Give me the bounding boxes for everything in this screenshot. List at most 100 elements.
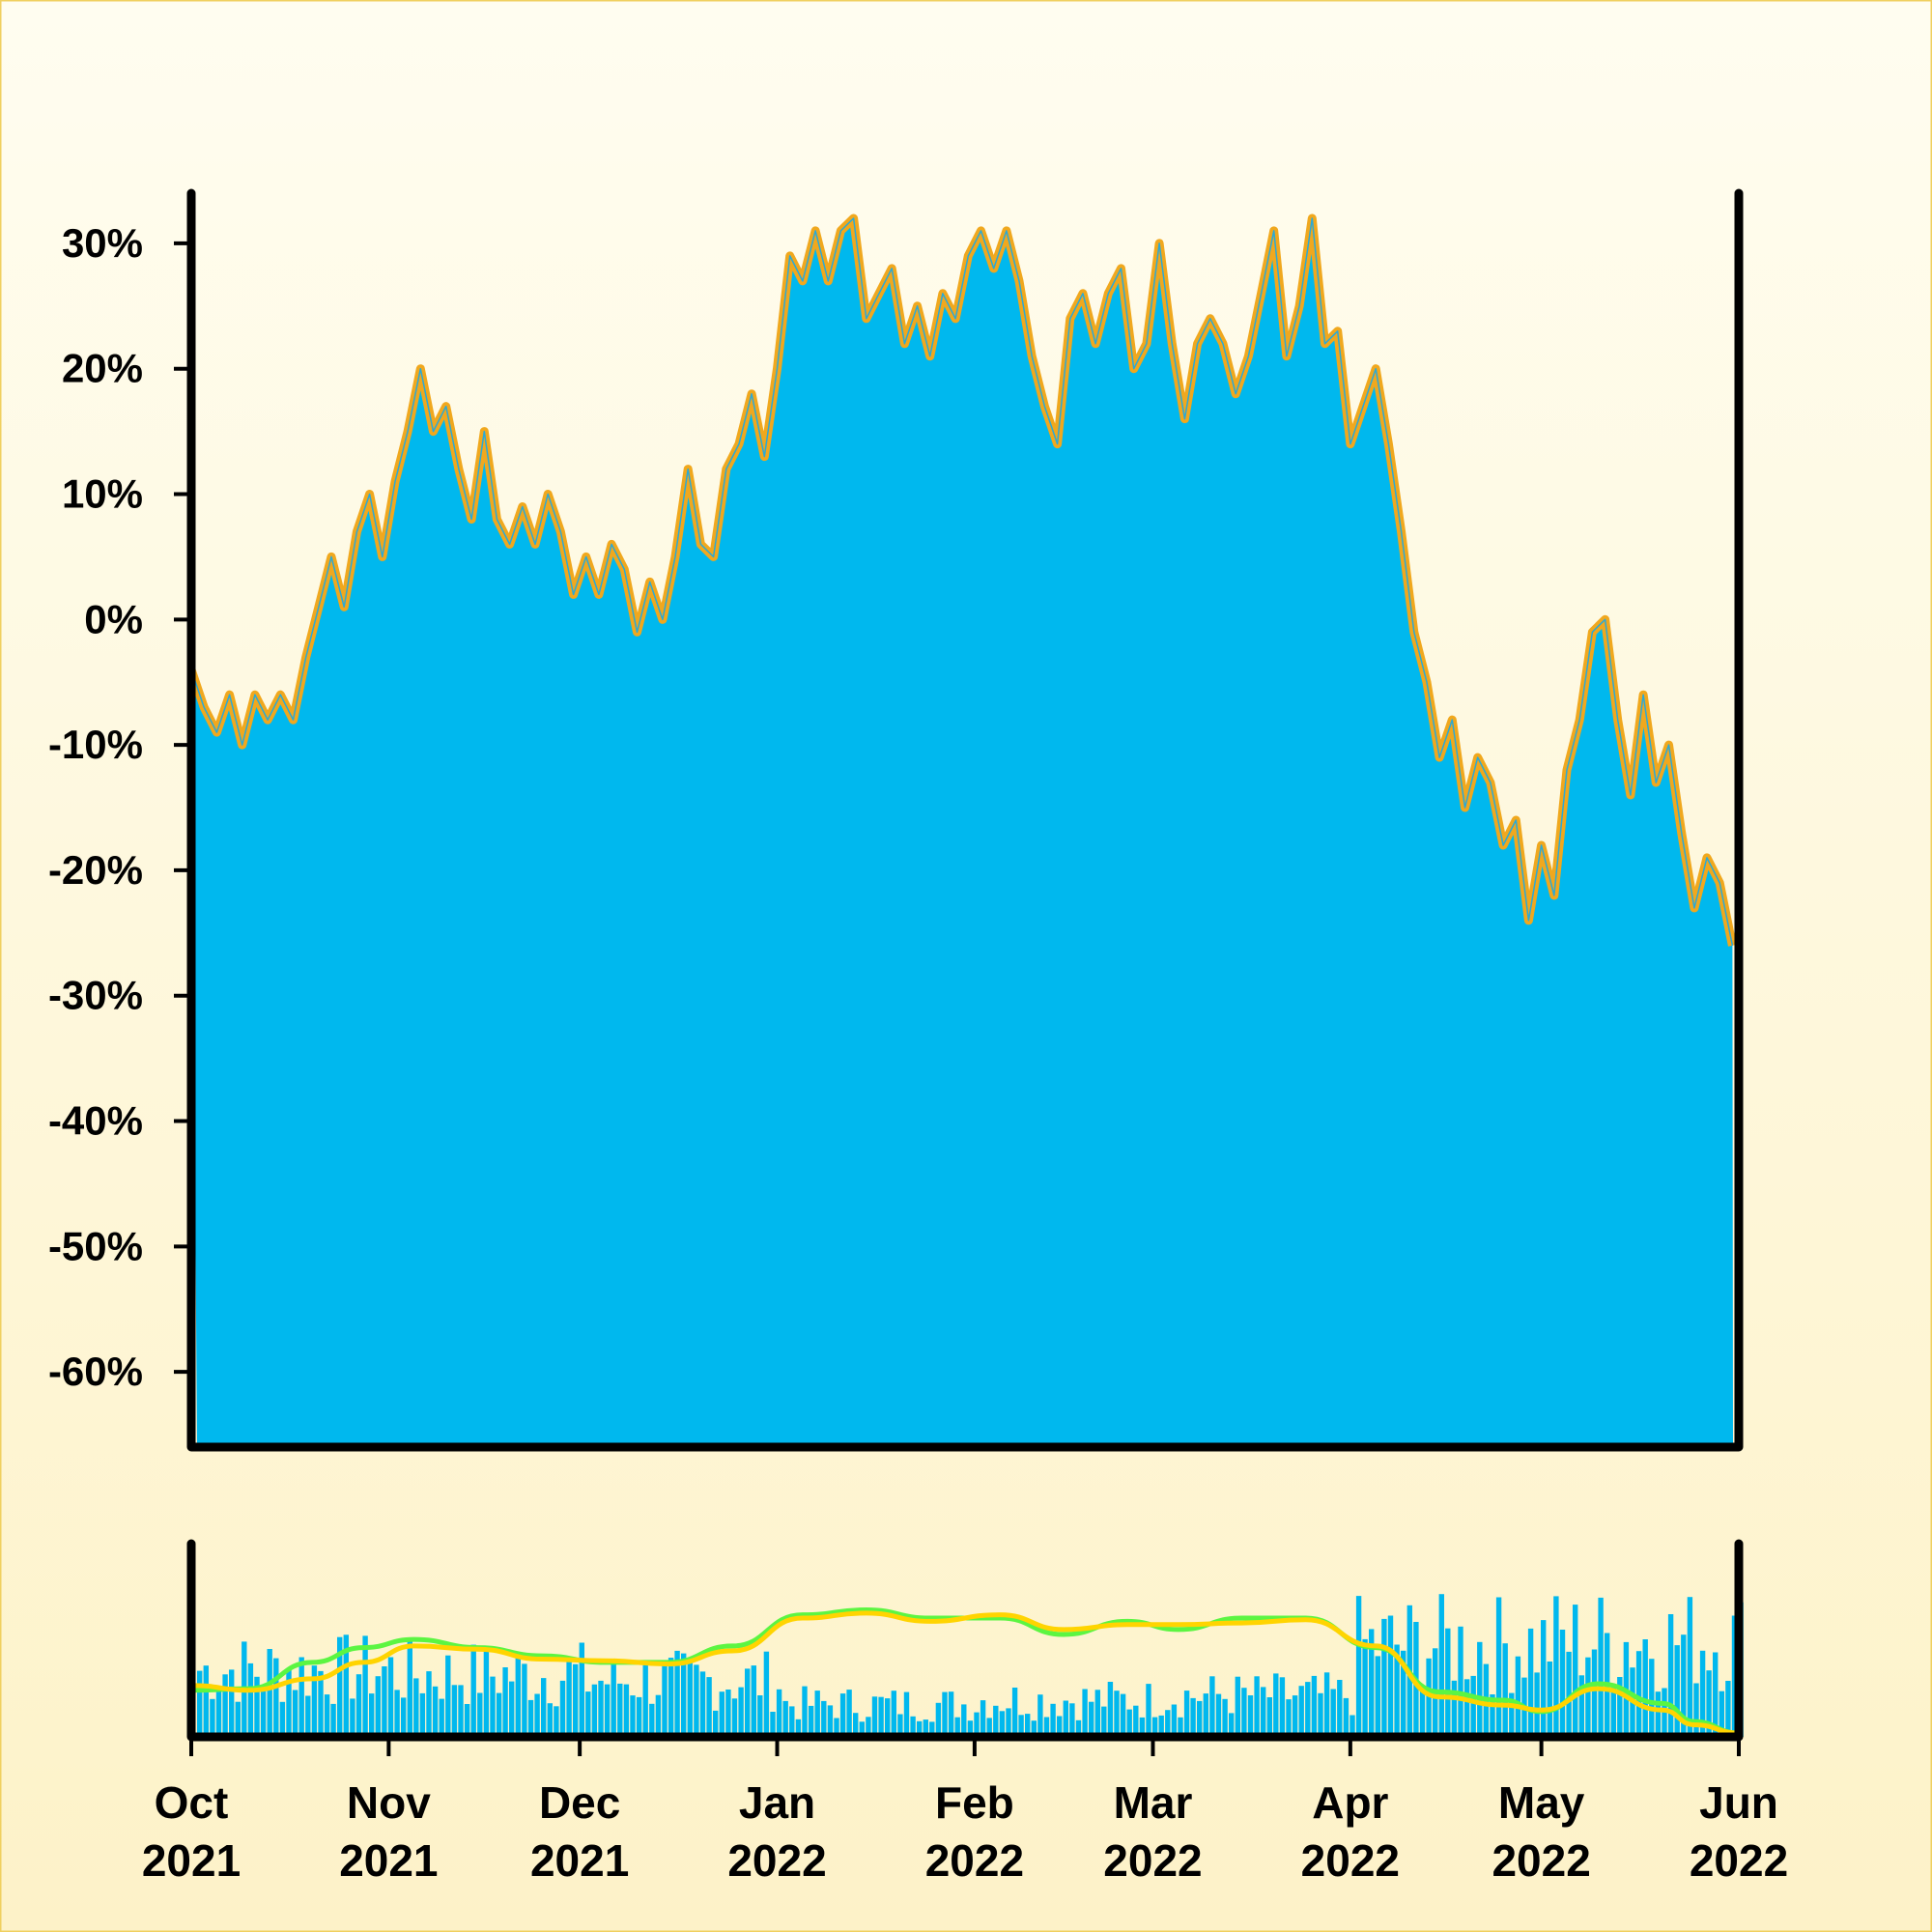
volume-bar [623, 1684, 630, 1737]
volume-bar [1438, 1594, 1444, 1737]
volume-bar [197, 1670, 203, 1737]
x-tick-month: Mar [1114, 1777, 1193, 1828]
volume-bar [1381, 1618, 1387, 1737]
volume-bar [763, 1651, 770, 1737]
volume-bar [1126, 1709, 1132, 1737]
volume-bar [382, 1666, 387, 1737]
volume-bar [464, 1704, 470, 1737]
volume-bar [394, 1690, 400, 1737]
volume-bar [1133, 1705, 1139, 1737]
volume-bar [451, 1685, 458, 1737]
volume-bar [649, 1703, 655, 1737]
volume-bar [1037, 1694, 1043, 1737]
volume-bar [490, 1676, 496, 1737]
volume-bar [795, 1719, 802, 1737]
volume-bar [1502, 1643, 1508, 1737]
volume-bar [699, 1671, 706, 1737]
volume-bar [745, 1668, 751, 1737]
volume-bar [305, 1695, 311, 1737]
volume-bar [387, 1657, 394, 1737]
volume-bar [1292, 1695, 1298, 1737]
x-tick-month: Oct [155, 1777, 229, 1828]
volume-bar [1559, 1630, 1566, 1737]
volume-bar [1350, 1715, 1355, 1737]
volume-bar [1197, 1700, 1203, 1737]
volume-bar [757, 1695, 763, 1737]
volume-bar [554, 1706, 559, 1737]
x-tick-month: Dec [539, 1777, 620, 1828]
volume-bar [1547, 1662, 1552, 1737]
volume-bar [967, 1720, 974, 1737]
volume-bar [1235, 1676, 1240, 1737]
volume-bar [330, 1703, 336, 1737]
volume-bar [1082, 1689, 1088, 1737]
volume-bar [662, 1663, 668, 1737]
volume-bar [1241, 1688, 1247, 1737]
volume-bar [1025, 1714, 1031, 1737]
volume-bar [917, 1720, 923, 1737]
volume-bar [853, 1713, 859, 1737]
y-tick-label: -60% [48, 1349, 143, 1394]
volume-bar [362, 1635, 368, 1737]
volume-bar [534, 1693, 540, 1737]
volume-bar [311, 1665, 318, 1737]
volume-bar [292, 1690, 298, 1737]
volume-bar [222, 1674, 228, 1737]
volume-bar [1426, 1658, 1432, 1737]
y-tick-label: 0% [84, 596, 143, 641]
volume-bar [1075, 1719, 1082, 1737]
volume-bar [1649, 1659, 1655, 1737]
volume-bar [1585, 1657, 1591, 1737]
volume-panel [186, 1539, 1744, 1756]
volume-bar [267, 1649, 272, 1737]
volume-bar [1490, 1694, 1495, 1737]
volume-bar [1183, 1690, 1190, 1737]
volume-bar [655, 1694, 662, 1737]
volume-bar [827, 1705, 834, 1737]
volume-bar [1343, 1697, 1350, 1737]
volume-bar [935, 1702, 942, 1737]
volume-bar [1323, 1672, 1330, 1737]
volume-bar [573, 1663, 579, 1737]
volume-bar [617, 1683, 623, 1737]
volume-bar [1451, 1680, 1458, 1737]
volume-bar [477, 1692, 483, 1737]
volume-bar [885, 1698, 891, 1737]
x-tick-year: 2022 [925, 1835, 1024, 1886]
volume-bar [630, 1695, 636, 1737]
volume-bar [674, 1650, 680, 1737]
volume-bar [1011, 1688, 1018, 1737]
volume-bar [1693, 1683, 1699, 1737]
volume-bar [1165, 1710, 1171, 1737]
y-tick-label: 10% [62, 471, 143, 517]
y-tick-label: -40% [48, 1098, 143, 1144]
volume-bar [439, 1698, 444, 1737]
volume-bar [1190, 1697, 1196, 1737]
volume-bar [1279, 1677, 1286, 1737]
volume-bar [496, 1692, 502, 1737]
volume-bar [1419, 1690, 1426, 1737]
volume-bar [502, 1667, 508, 1737]
volume-bar [401, 1697, 407, 1737]
volume-bar [859, 1721, 865, 1737]
volume-bar [993, 1705, 999, 1737]
x-tick-month: May [1498, 1777, 1585, 1828]
volume-bar [604, 1684, 611, 1737]
volume-bar [1375, 1656, 1380, 1737]
x-tick-month: Feb [935, 1777, 1014, 1828]
volume-bar [897, 1714, 903, 1737]
volume-bar [1667, 1614, 1674, 1737]
volume-bar [375, 1676, 381, 1737]
volume-bar [470, 1644, 476, 1737]
price-panel [174, 188, 1744, 1452]
volume-bar [1139, 1717, 1146, 1737]
volume-bar [954, 1717, 960, 1737]
volume-bar [910, 1716, 916, 1737]
volume-bar [229, 1669, 235, 1737]
volume-bar [1401, 1650, 1406, 1737]
volume-bar [789, 1706, 795, 1737]
volume-bar [579, 1642, 584, 1737]
volume-bar [1057, 1716, 1063, 1737]
volume-bar [1598, 1597, 1604, 1737]
volume-bar [337, 1636, 343, 1737]
